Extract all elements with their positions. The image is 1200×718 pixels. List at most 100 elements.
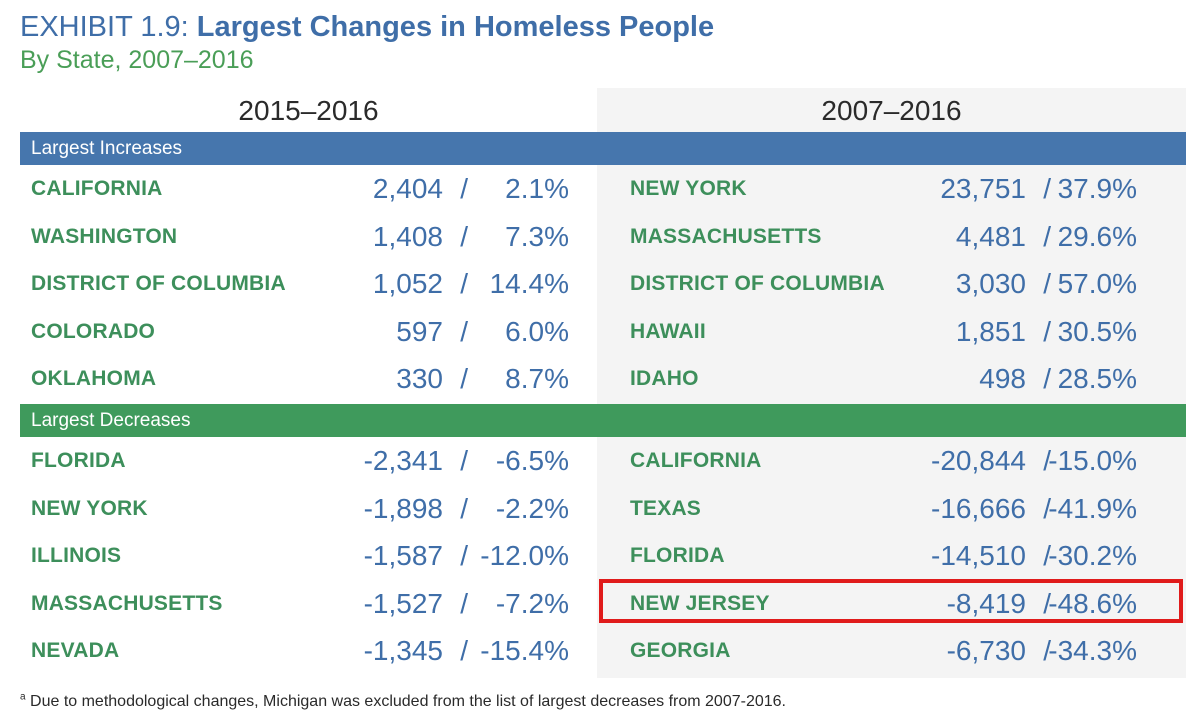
table-row: MASSACHUSETTS 4,481 /29.6% (597, 213, 1186, 260)
separator: / (1043, 220, 1051, 252)
percent-value: 37.9% (1057, 173, 1137, 204)
percent-value: 8.7% (505, 363, 569, 394)
change-value: 2,404 (372, 173, 443, 204)
change-value: 4,481 (955, 220, 1026, 252)
table-row: DISTRICT OF COLUMBIA 1,052 / 14.4% (20, 260, 597, 307)
separator: / (1043, 635, 1051, 666)
state-name: OKLAHOMA (31, 367, 157, 390)
change-value: -1,898 (363, 492, 443, 524)
separator: / (1043, 173, 1051, 204)
change-value: 1,052 (372, 268, 443, 299)
percent-value: -15.0% (1048, 445, 1137, 476)
percent-value: -7.2% (495, 587, 569, 619)
separator: / (1043, 445, 1051, 476)
separator: / (460, 445, 468, 476)
table-row: OKLAHOMA 330 / 8.7% (20, 355, 597, 402)
state-name: DISTRICT OF COLUMBIA (31, 272, 286, 295)
separator: / (460, 173, 468, 204)
table-row: CALIFORNIA -20,844 /-15.0% (597, 437, 1186, 484)
table-row: ILLINOIS -1,587 / -12.0% (20, 532, 597, 579)
change-value: -16,666 (931, 492, 1026, 524)
percent-value: 57.0% (1057, 268, 1137, 299)
percent-value: -48.6% (1048, 587, 1137, 619)
period-header-right: 2007–2016 (821, 95, 962, 126)
table-row: GEORGIA -6,730 /-34.3% (597, 627, 1186, 674)
period-header-left: 2015–2016 (238, 95, 379, 126)
state-name: DISTRICT OF COLUMBIA (630, 272, 885, 295)
table-row: COLORADO 597 / 6.0% (20, 308, 597, 355)
change-value: -1,527 (363, 587, 443, 619)
separator: / (1043, 315, 1051, 347)
state-name: WASHINGTON (31, 224, 178, 248)
table-row: FLORIDA -14,510 /-30.2% (597, 532, 1186, 579)
change-value: 597 (396, 315, 443, 347)
separator: / (460, 587, 468, 619)
state-name: CALIFORNIA (31, 177, 163, 200)
percent-value: -12.0% (480, 540, 569, 571)
state-name: ILLINOIS (31, 544, 122, 567)
percent-value: -15.4% (480, 635, 569, 666)
change-value: 3,030 (955, 268, 1026, 299)
table-row: FLORIDA -2,341 / -6.5% (20, 437, 597, 484)
exhibit-title: EXHIBIT 1.9: Largest Changes in Homeless… (20, 8, 714, 46)
table-row: NEW YORK 23,751 /37.9% (597, 165, 1186, 212)
percent-value: -6.5% (495, 445, 569, 476)
change-value: -2,341 (363, 445, 443, 476)
state-name: FLORIDA (630, 544, 725, 567)
percent-value: 28.5% (1057, 363, 1137, 394)
footnote-marker: a (20, 691, 26, 703)
change-value: -1,587 (363, 540, 443, 571)
state-name: FLORIDA (31, 449, 126, 472)
percent-value: -41.9% (1048, 492, 1137, 524)
change-value: 23,751 (940, 173, 1026, 204)
percent-value: 30.5% (1057, 315, 1137, 347)
change-value: -14,510 (931, 540, 1026, 571)
percent-value: 7.3% (505, 220, 569, 252)
percent-value: -34.3% (1048, 635, 1137, 666)
percent-value: 2.1% (505, 173, 569, 204)
change-value: 1,408 (372, 220, 443, 252)
percent-value: -2.2% (495, 492, 569, 524)
separator: / (460, 363, 468, 394)
separator: / (460, 492, 468, 524)
separator: / (1043, 363, 1051, 394)
change-value: 498 (979, 363, 1026, 394)
table-row: HAWAII 1,851 /30.5% (597, 308, 1186, 355)
percent-value: 6.0% (505, 315, 569, 347)
table-row: NEW JERSEY -8,419 /-48.6% (597, 580, 1186, 627)
table-row: WASHINGTON 1,408 / 7.3% (20, 213, 597, 260)
state-name: TEXAS (630, 496, 702, 520)
highlight-box (599, 579, 1183, 623)
page-subtitle: By State, 2007–2016 (20, 46, 254, 74)
separator: / (460, 220, 468, 252)
state-name: NEVADA (31, 639, 120, 662)
state-name: NEW JERSEY (630, 591, 770, 615)
percent-value: -30.2% (1048, 540, 1137, 571)
change-value: -20,844 (931, 445, 1026, 476)
change-value: -1,345 (363, 635, 443, 666)
table-row: DISTRICT OF COLUMBIA 3,030 /57.0% (597, 260, 1186, 307)
state-name: MASSACHUSETTS (630, 224, 822, 248)
change-value: 330 (396, 363, 443, 394)
separator: / (460, 635, 468, 666)
state-name: IDAHO (630, 367, 699, 390)
section-band-decreases: Largest Decreases (20, 404, 1186, 437)
state-name: NEW YORK (630, 177, 747, 200)
separator: / (460, 315, 468, 347)
percent-value: 14.4% (489, 268, 569, 299)
state-name: CALIFORNIA (630, 449, 762, 472)
state-name: GEORGIA (630, 639, 731, 662)
percent-value: 29.6% (1057, 220, 1137, 252)
exhibit-label: EXHIBIT 1.9: (20, 11, 189, 43)
change-value: -6,730 (946, 635, 1026, 666)
footnote: a Due to methodological changes, Michiga… (20, 692, 786, 712)
footnote-text: Due to methodological changes, Michigan … (30, 693, 786, 710)
separator: / (460, 540, 468, 571)
table-row: TEXAS -16,666 /-41.9% (597, 485, 1186, 532)
change-value: -8,419 (946, 587, 1026, 619)
table-row: NEVADA -1,345 / -15.4% (20, 627, 597, 674)
table-row: IDAHO 498 /28.5% (597, 355, 1186, 402)
section-band-increases: Largest Increases (20, 132, 1186, 165)
separator: / (460, 268, 468, 299)
separator: / (1043, 492, 1051, 524)
